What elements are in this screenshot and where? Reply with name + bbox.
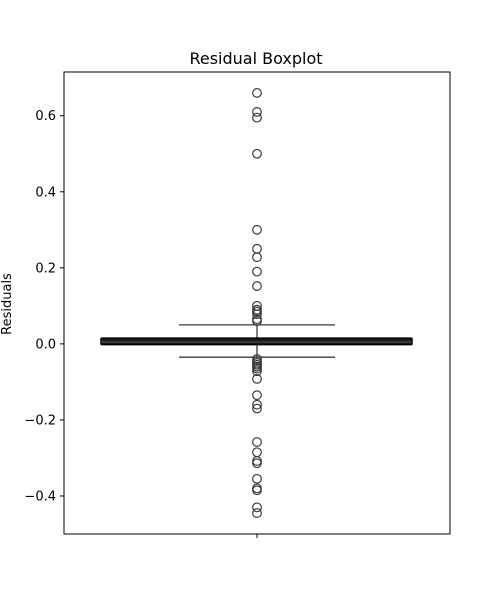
y-tick-label: 0.6	[35, 109, 56, 124]
outlier-point	[252, 88, 262, 98]
outlier-point	[252, 483, 262, 494]
y-axis-ticks: −0.4 −0.2 0.0 0.2 0.4 0.6	[24, 109, 64, 504]
iqr-box	[100, 337, 413, 346]
outlier-point	[252, 508, 262, 518]
outlier-point	[252, 252, 262, 263]
chart-title: Residual Boxplot	[189, 49, 322, 68]
outlier-point	[252, 502, 262, 513]
outlier-point	[252, 224, 262, 235]
outlier-point	[252, 281, 262, 291]
outlier-point	[252, 399, 262, 410]
y-tick-label: 0.2	[35, 261, 56, 276]
outlier-point	[252, 363, 262, 374]
y-tick-label: −0.4	[24, 489, 56, 504]
plot-frame	[63, 71, 451, 535]
plot-area	[100, 88, 413, 518]
y-tick-label: 0.4	[35, 185, 56, 200]
outlier-point	[252, 403, 262, 414]
outlier-point	[252, 447, 262, 458]
outlier-point	[252, 473, 262, 484]
outlier-point	[252, 366, 262, 377]
outlier-point	[252, 390, 262, 401]
y-tick-label: −0.2	[24, 413, 56, 428]
y-tick-label: 0.0	[35, 337, 56, 352]
outlier-point	[252, 458, 262, 469]
outlier-point	[252, 309, 262, 320]
outlier-point	[252, 316, 262, 326]
outlier-point	[252, 437, 262, 447]
outlier-point	[252, 373, 262, 384]
outlier-point	[252, 107, 262, 117]
outlier-point	[252, 306, 262, 317]
outlier-point	[252, 243, 262, 254]
y-axis-label: Residuals	[0, 273, 15, 335]
outlier-point	[252, 148, 262, 159]
outlier-point	[252, 485, 262, 496]
outlier-point	[252, 266, 262, 277]
outlier-point	[252, 112, 262, 123]
